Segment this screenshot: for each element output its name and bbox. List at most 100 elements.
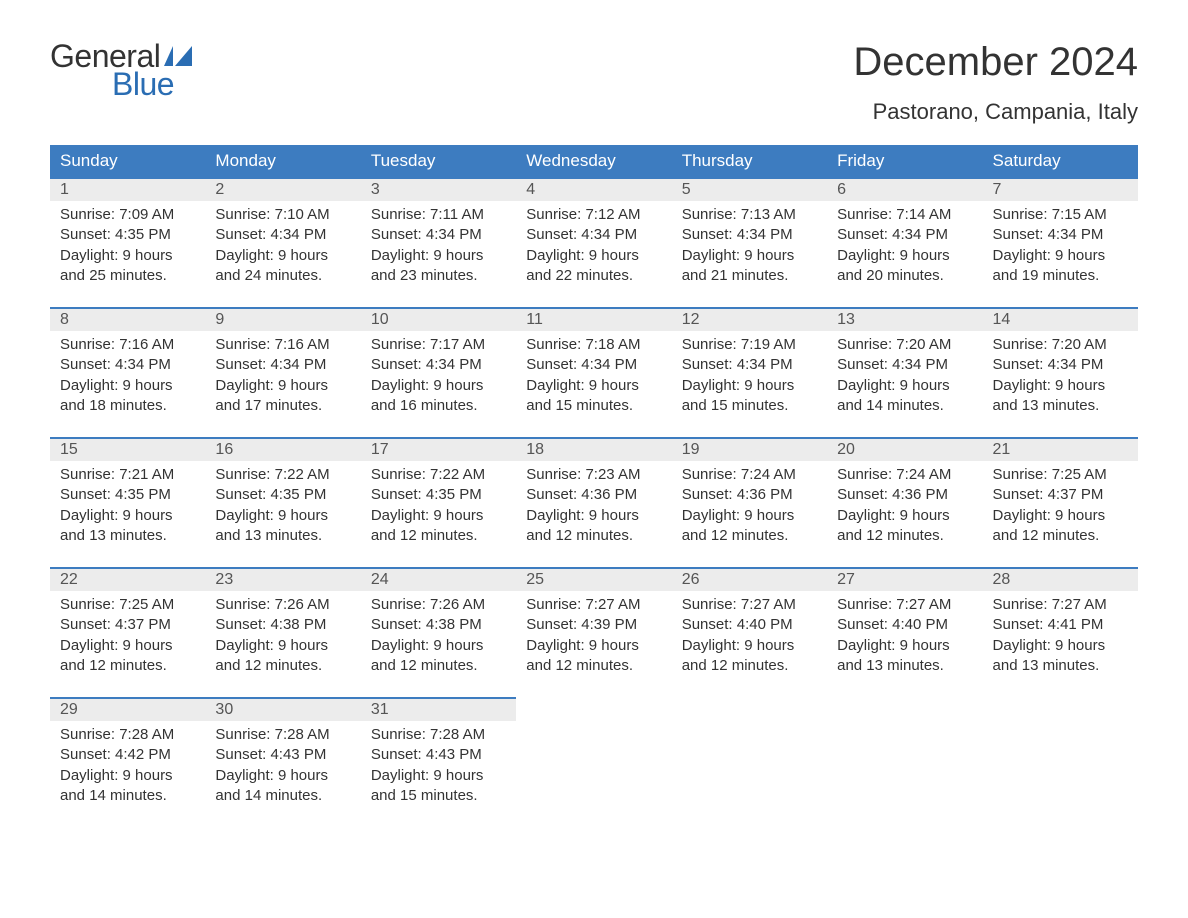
calendar-day-cell: 1 Sunrise: 7:09 AMSunset: 4:35 PMDaylight… xyxy=(50,177,205,307)
day-number: 16 xyxy=(205,437,360,461)
calendar-day-cell xyxy=(827,697,982,827)
calendar-day-cell: 26 Sunrise: 7:27 AMSunset: 4:40 PMDayligh… xyxy=(672,567,827,697)
calendar-day-cell: 29 Sunrise: 7:28 AMSunset: 4:42 PMDayligh… xyxy=(50,697,205,827)
day-header: Friday xyxy=(827,145,982,177)
day-number: 12 xyxy=(672,307,827,331)
day-details: Sunrise: 7:27 AMSunset: 4:41 PMDaylight:… xyxy=(983,595,1138,676)
day-number: 27 xyxy=(827,567,982,591)
day-details: Sunrise: 7:23 AMSunset: 4:36 PMDaylight:… xyxy=(516,465,671,546)
day-details: Sunrise: 7:22 AMSunset: 4:35 PMDaylight:… xyxy=(361,465,516,546)
day-number: 8 xyxy=(50,307,205,331)
day-number: 4 xyxy=(516,177,671,201)
calendar-week-row: 22 Sunrise: 7:25 AMSunset: 4:37 PMDayligh… xyxy=(50,567,1138,697)
calendar-week-row: 1 Sunrise: 7:09 AMSunset: 4:35 PMDaylight… xyxy=(50,177,1138,307)
calendar-day-cell: 13 Sunrise: 7:20 AMSunset: 4:34 PMDayligh… xyxy=(827,307,982,437)
day-number: 20 xyxy=(827,437,982,461)
day-number: 30 xyxy=(205,697,360,721)
calendar-day-cell: 27 Sunrise: 7:27 AMSunset: 4:40 PMDayligh… xyxy=(827,567,982,697)
day-number: 13 xyxy=(827,307,982,331)
location: Pastorano, Campania, Italy xyxy=(853,99,1138,125)
day-number: 24 xyxy=(361,567,516,591)
day-details: Sunrise: 7:20 AMSunset: 4:34 PMDaylight:… xyxy=(827,335,982,416)
day-details: Sunrise: 7:16 AMSunset: 4:34 PMDaylight:… xyxy=(50,335,205,416)
day-details: Sunrise: 7:25 AMSunset: 4:37 PMDaylight:… xyxy=(50,595,205,676)
day-details: Sunrise: 7:22 AMSunset: 4:35 PMDaylight:… xyxy=(205,465,360,546)
logo-word-blue: Blue xyxy=(112,68,192,100)
day-details: Sunrise: 7:12 AMSunset: 4:34 PMDaylight:… xyxy=(516,205,671,286)
calendar-body: 1 Sunrise: 7:09 AMSunset: 4:35 PMDaylight… xyxy=(50,177,1138,827)
day-number: 2 xyxy=(205,177,360,201)
calendar-day-cell: 21 Sunrise: 7:25 AMSunset: 4:37 PMDayligh… xyxy=(983,437,1138,567)
day-details: Sunrise: 7:27 AMSunset: 4:40 PMDaylight:… xyxy=(672,595,827,676)
day-details: Sunrise: 7:13 AMSunset: 4:34 PMDaylight:… xyxy=(672,205,827,286)
calendar-day-cell: 11 Sunrise: 7:18 AMSunset: 4:34 PMDayligh… xyxy=(516,307,671,437)
calendar-day-cell: 15Sunrise: 7:21 AMSunset: 4:35 PMDayligh… xyxy=(50,437,205,567)
day-details: Sunrise: 7:28 AMSunset: 4:42 PMDaylight:… xyxy=(50,725,205,806)
calendar-day-cell xyxy=(672,697,827,827)
calendar-day-cell: 24Sunrise: 7:26 AMSunset: 4:38 PMDayligh… xyxy=(361,567,516,697)
day-details: Sunrise: 7:19 AMSunset: 4:34 PMDaylight:… xyxy=(672,335,827,416)
calendar-day-cell: 17 Sunrise: 7:22 AMSunset: 4:35 PMDayligh… xyxy=(361,437,516,567)
calendar-week-row: 29 Sunrise: 7:28 AMSunset: 4:42 PMDayligh… xyxy=(50,697,1138,827)
calendar-day-cell: 19Sunrise: 7:24 AMSunset: 4:36 PMDayligh… xyxy=(672,437,827,567)
day-number: 17 xyxy=(361,437,516,461)
calendar-week-row: 8Sunrise: 7:16 AMSunset: 4:34 PMDaylight… xyxy=(50,307,1138,437)
calendar-day-cell: 16 Sunrise: 7:22 AMSunset: 4:35 PMDayligh… xyxy=(205,437,360,567)
day-number: 21 xyxy=(983,437,1138,461)
day-header: Tuesday xyxy=(361,145,516,177)
day-number: 22 xyxy=(50,567,205,591)
day-details: Sunrise: 7:27 AMSunset: 4:40 PMDaylight:… xyxy=(827,595,982,676)
calendar-day-cell: 6Sunrise: 7:14 AMSunset: 4:34 PMDaylight… xyxy=(827,177,982,307)
day-details: Sunrise: 7:28 AMSunset: 4:43 PMDaylight:… xyxy=(361,725,516,806)
day-details: Sunrise: 7:15 AMSunset: 4:34 PMDaylight:… xyxy=(983,205,1138,286)
day-details: Sunrise: 7:25 AMSunset: 4:37 PMDaylight:… xyxy=(983,465,1138,546)
calendar-day-cell: 18 Sunrise: 7:23 AMSunset: 4:36 PMDayligh… xyxy=(516,437,671,567)
day-number: 18 xyxy=(516,437,671,461)
day-details: Sunrise: 7:18 AMSunset: 4:34 PMDaylight:… xyxy=(516,335,671,416)
calendar-day-cell: 7 Sunrise: 7:15 AMSunset: 4:34 PMDaylight… xyxy=(983,177,1138,307)
day-number: 31 xyxy=(361,697,516,721)
day-number: 29 xyxy=(50,697,205,721)
day-details: Sunrise: 7:20 AMSunset: 4:34 PMDaylight:… xyxy=(983,335,1138,416)
month-title: December 2024 xyxy=(853,40,1138,85)
calendar-day-cell: 22 Sunrise: 7:25 AMSunset: 4:37 PMDayligh… xyxy=(50,567,205,697)
calendar-day-cell: 3Sunrise: 7:11 AMSunset: 4:34 PMDaylight… xyxy=(361,177,516,307)
day-details: Sunrise: 7:24 AMSunset: 4:36 PMDaylight:… xyxy=(672,465,827,546)
day-number: 10 xyxy=(361,307,516,331)
calendar-day-cell: 28 Sunrise: 7:27 AMSunset: 4:41 PMDayligh… xyxy=(983,567,1138,697)
day-number: 3 xyxy=(361,177,516,201)
day-number: 5 xyxy=(672,177,827,201)
calendar-day-cell: 10 Sunrise: 7:17 AMSunset: 4:34 PMDayligh… xyxy=(361,307,516,437)
day-details: Sunrise: 7:17 AMSunset: 4:34 PMDaylight:… xyxy=(361,335,516,416)
calendar-day-cell: 12 Sunrise: 7:19 AMSunset: 4:34 PMDayligh… xyxy=(672,307,827,437)
day-number: 9 xyxy=(205,307,360,331)
calendar-day-cell: 20Sunrise: 7:24 AMSunset: 4:36 PMDayligh… xyxy=(827,437,982,567)
calendar-day-cell: 31 Sunrise: 7:28 AMSunset: 4:43 PMDayligh… xyxy=(361,697,516,827)
day-details: Sunrise: 7:09 AMSunset: 4:35 PMDaylight:… xyxy=(50,205,205,286)
calendar-day-cell: 8 Sunrise: 7:16 AMSunset: 4:34 PMDaylight… xyxy=(50,307,205,437)
calendar-day-cell: 25Sunrise: 7:27 AMSunset: 4:39 PMDayligh… xyxy=(516,567,671,697)
day-number: 28 xyxy=(983,567,1138,591)
day-details: Sunrise: 7:16 AMSunset: 4:34 PMDaylight:… xyxy=(205,335,360,416)
day-header: Saturday xyxy=(983,145,1138,177)
calendar-week-row: 15Sunrise: 7:21 AMSunset: 4:35 PMDayligh… xyxy=(50,437,1138,567)
calendar-day-cell xyxy=(983,697,1138,827)
calendar-day-cell xyxy=(516,697,671,827)
calendar-day-cell: 14 Sunrise: 7:20 AMSunset: 4:34 PMDayligh… xyxy=(983,307,1138,437)
day-number: 6 xyxy=(827,177,982,201)
day-header: Wednesday xyxy=(516,145,671,177)
day-details: Sunrise: 7:21 AMSunset: 4:35 PMDaylight:… xyxy=(50,465,205,546)
calendar-header-row: SundayMondayTuesdayWednesdayThursdayFrid… xyxy=(50,145,1138,177)
day-header: Sunday xyxy=(50,145,205,177)
calendar-day-cell: 4 Sunrise: 7:12 AMSunset: 4:34 PMDaylight… xyxy=(516,177,671,307)
day-number: 26 xyxy=(672,567,827,591)
day-number: 11 xyxy=(516,307,671,331)
day-header: Thursday xyxy=(672,145,827,177)
day-number: 23 xyxy=(205,567,360,591)
day-number: 14 xyxy=(983,307,1138,331)
day-header: Monday xyxy=(205,145,360,177)
day-number: 7 xyxy=(983,177,1138,201)
calendar-day-cell: 30Sunrise: 7:28 AMSunset: 4:43 PMDayligh… xyxy=(205,697,360,827)
day-details: Sunrise: 7:26 AMSunset: 4:38 PMDaylight:… xyxy=(205,595,360,676)
day-number: 1 xyxy=(50,177,205,201)
